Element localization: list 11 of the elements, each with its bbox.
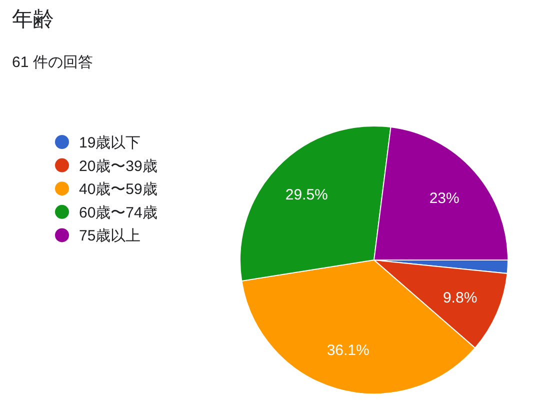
legend-label: 60歳〜74歳 [79, 204, 158, 222]
data-label: 29.5% [285, 186, 328, 204]
data-label: 23% [429, 190, 460, 207]
legend-label: 40歳〜59歳 [79, 181, 158, 198]
legend-label: 19歳以下 [79, 134, 141, 152]
chart-subtitle: 61 件の回答 [12, 54, 93, 71]
legend-label: 20歳〜39歳 [79, 158, 158, 175]
data-label: 36.1% [326, 342, 370, 360]
data-label: 9.8% [442, 289, 478, 306]
chart-title: 年齢 [12, 8, 54, 31]
legend-label: 75歳以上 [79, 228, 141, 245]
